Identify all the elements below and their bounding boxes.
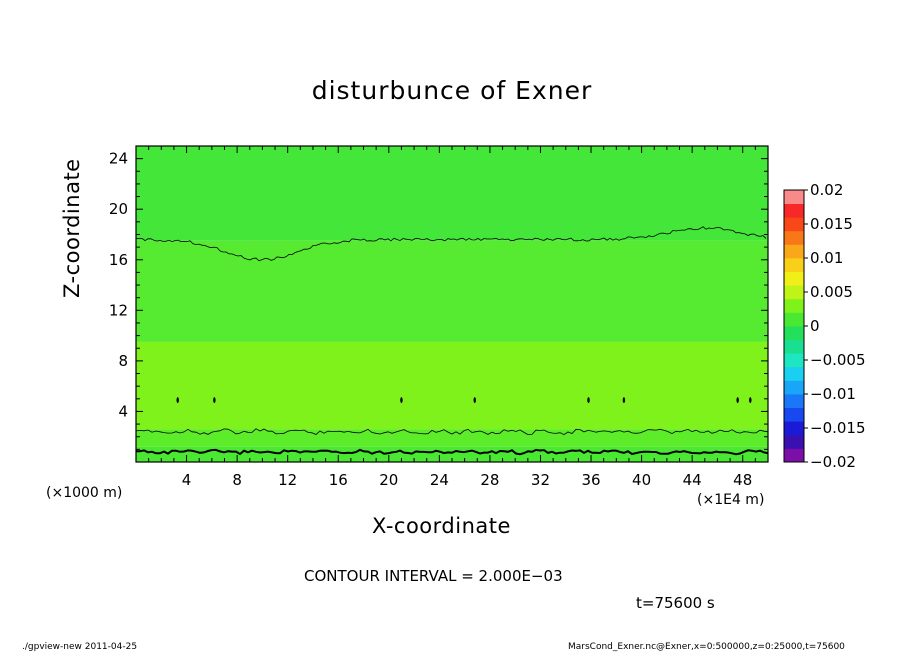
field-band-2 [136, 341, 768, 430]
time-label: t=75600 s [636, 594, 715, 612]
contour-line-upper [135, 226, 767, 262]
x-tick-label: 8 [232, 471, 242, 489]
contour-blob-3 [473, 397, 476, 404]
footer-left-text: ./gpview-new 2011-04-25 [22, 642, 138, 652]
colorbar-swatch [784, 312, 804, 327]
chart-title: disturbunce of Exner [311, 76, 593, 105]
contour-blob-4 [587, 397, 590, 404]
colorbar: 0.02 0.015 0.01 0.005 0 −0.005 −0.01 −0.015 −0.0… [783, 181, 866, 471]
contour-blob-2 [400, 397, 403, 404]
contour-blob-1 [213, 397, 216, 404]
x-tick-label: 16 [329, 471, 348, 489]
plot-area [135, 146, 769, 462]
colorbar-swatch [784, 326, 804, 340]
x-tick-label: 12 [278, 471, 297, 489]
colorbar-swatch [784, 366, 804, 381]
x-tick-label: 24 [430, 471, 449, 489]
x-tick-label: 4 [182, 471, 192, 489]
colorbar-tick-label: −0.02 [810, 453, 856, 471]
x-tick-label: 36 [581, 471, 600, 489]
contour-blob-7 [749, 397, 752, 404]
x-tick-label: 44 [683, 471, 702, 489]
x-tick-label: 48 [733, 471, 752, 489]
colorbar-swatch [784, 258, 804, 272]
colorbar-tick-label: 0.02 [810, 181, 843, 199]
contour-blob-5 [622, 397, 626, 404]
colorbar-swatch [784, 434, 804, 449]
contour-blob-6 [736, 397, 739, 404]
contour-blob-0 [176, 397, 179, 404]
contour-interval-label: CONTOUR INTERVAL = 2.000E−03 [304, 567, 563, 585]
y-axis-label: Z-coordinate [60, 158, 84, 298]
contour-line-middle [135, 428, 769, 436]
colorbar-tick-label: 0.01 [810, 249, 843, 267]
y-tick-label: 24 [109, 150, 128, 168]
y-tick-label: 16 [109, 251, 128, 269]
colorbar-swatch [784, 394, 804, 408]
x-tick-label: 40 [632, 471, 651, 489]
colorbar-swatch [784, 217, 804, 232]
colorbar-swatch [784, 230, 804, 245]
y-tick-label: 8 [118, 352, 128, 370]
colorbar-swatch [784, 244, 804, 259]
x-tick-label: 32 [531, 471, 550, 489]
colorbar-swatch [784, 285, 804, 300]
x-tick-label: 20 [379, 471, 398, 489]
y-tick-label: 4 [118, 402, 128, 420]
colorbar-swatch [784, 448, 804, 463]
colorbar-tick-label: −0.01 [810, 385, 856, 403]
y-tick-label: 12 [109, 301, 128, 319]
contour-line-lower [135, 448, 769, 456]
colorbar-tick-label: −0.005 [810, 351, 866, 369]
colorbar-swatch [784, 339, 804, 354]
colorbar-tick-label: 0.005 [810, 283, 853, 301]
colorbar-tick-label: 0.015 [810, 215, 853, 233]
colorbar-swatch [784, 203, 804, 218]
colorbar-tick-label: 0 [810, 317, 820, 335]
colorbar-swatch [784, 421, 804, 436]
x-tick-label: 28 [480, 471, 499, 489]
footer-right-text: MarsCond_Exner.nc@Exner,x=0:500000,z=0:2… [568, 642, 845, 652]
y-tick-label: 20 [109, 200, 128, 218]
x-scale-label: (×1E4 m) [697, 492, 765, 508]
colorbar-swatch [784, 353, 804, 368]
x-unit-label: (×1000 m) [46, 485, 123, 501]
field-band-4 [136, 146, 768, 241]
colorbar-swatch [784, 298, 804, 313]
colorbar-tick-label: −0.015 [810, 419, 866, 437]
field-band-1 [136, 429, 768, 447]
colorbar-swatch [784, 190, 804, 204]
field-band-3 [136, 240, 768, 342]
colorbar-swatch [784, 271, 804, 286]
x-axis-label: X-coordinate [372, 514, 511, 538]
colorbar-swatch [784, 407, 804, 422]
colorbar-swatch [784, 380, 804, 395]
